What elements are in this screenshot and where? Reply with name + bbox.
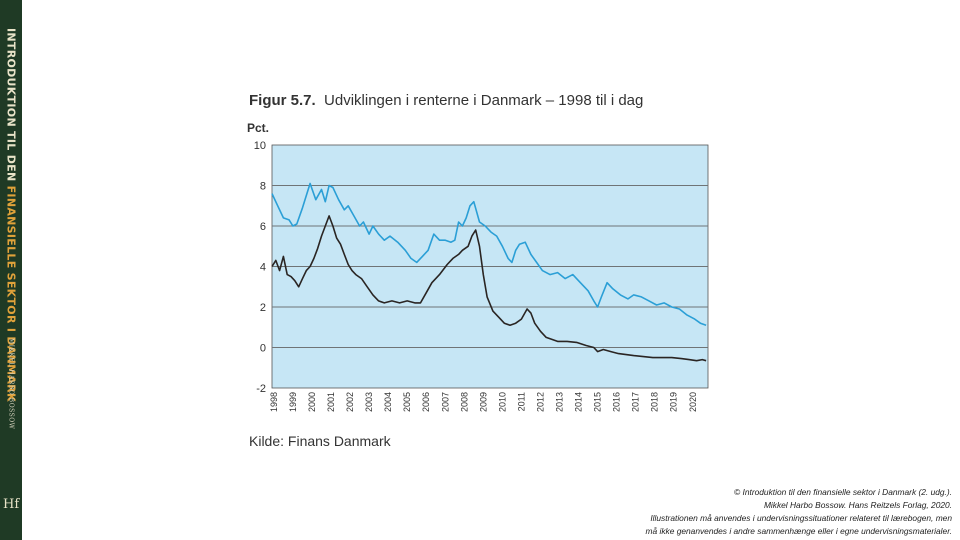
- copyright-line-1: © Introduktion til den finansielle sekto…: [734, 487, 952, 497]
- x-tick-label: 2013: [555, 392, 565, 412]
- y-tick-label: 4: [260, 262, 266, 274]
- x-tick-label: 2018: [650, 392, 660, 412]
- x-tick-label: 2002: [345, 392, 355, 412]
- series-line-long-rate: [271, 182, 707, 326]
- y-tick-label: 2: [260, 302, 266, 314]
- figure-title-text: Udviklingen i renterne i Danmark – 1998 …: [324, 92, 644, 109]
- figure-source: Kilde: Finans Danmark: [249, 433, 391, 449]
- x-tick-label: 2012: [536, 392, 546, 412]
- x-tick-label: 2016: [612, 392, 622, 412]
- x-tick-label: 2020: [688, 392, 698, 412]
- x-tick-label: 2003: [364, 392, 374, 412]
- x-tick-label: 2007: [440, 392, 450, 412]
- x-tick-label: 2001: [326, 392, 336, 412]
- copyright-line-3: Illustrationen må anvendes i undervisnin…: [650, 513, 952, 523]
- copyright-line-4: må ikke genanvendes i andre sammenhænge …: [645, 526, 952, 536]
- book-spine: INTRODUKTION TIL DEN FINANSIELLE SEKTOR …: [0, 0, 22, 540]
- x-tick-label: 1999: [288, 392, 298, 412]
- x-tick-label: 2000: [307, 392, 317, 412]
- y-axis-label: Pct.: [247, 121, 269, 135]
- x-tick-label: 2010: [497, 392, 507, 412]
- x-tick-label: 2014: [574, 392, 584, 412]
- figure-label: Figur 5.7.: [249, 92, 316, 109]
- figure-title: Figur 5.7. Udviklingen i renterne i Danm…: [249, 92, 643, 109]
- copyright-notice: © Introduktion til den finansielle sekto…: [592, 486, 952, 538]
- x-tick-label: 2015: [593, 392, 603, 412]
- x-tick-label: 2017: [631, 392, 641, 412]
- x-tick-label: 2009: [478, 392, 488, 412]
- y-tick-label: 10: [254, 140, 266, 152]
- x-tick-label: 2011: [516, 392, 526, 411]
- x-tick-label: 2019: [669, 392, 679, 412]
- copyright-line-2: Mikkel Harbo Bossow. Hans Reitzels Forla…: [763, 500, 952, 510]
- x-tick-label: 2005: [402, 392, 412, 412]
- x-tick-label: 2004: [383, 392, 393, 412]
- y-tick-label: 0: [260, 343, 266, 355]
- y-tick-label: 6: [260, 221, 266, 233]
- series-line-short-rate: [271, 215, 707, 362]
- y-tick-label: -2: [256, 383, 266, 395]
- publisher-logo: Hf: [3, 497, 20, 512]
- x-tick-label: 1998: [269, 392, 279, 412]
- x-tick-label: 2006: [421, 392, 431, 412]
- x-tick-label: 2008: [459, 392, 469, 412]
- y-tick-label: 8: [260, 181, 266, 193]
